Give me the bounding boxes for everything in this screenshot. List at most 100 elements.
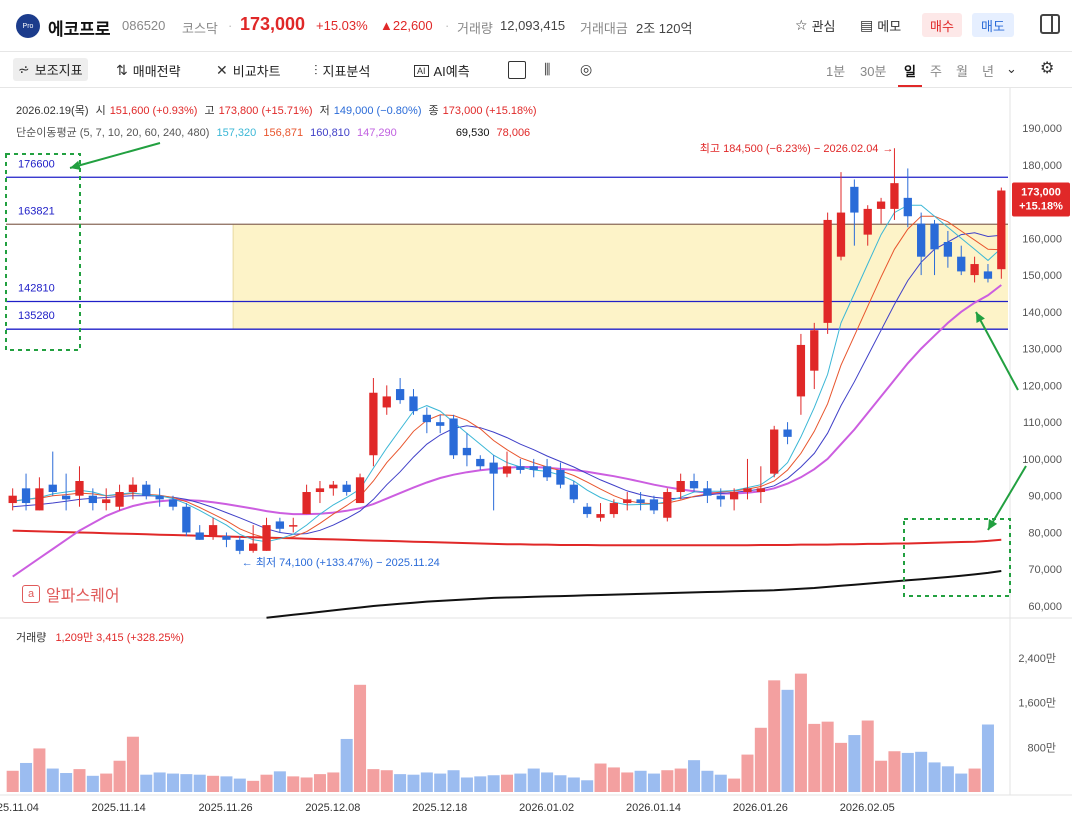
volume-bar [968,768,981,792]
price-tick-label: 110,000 [1023,417,1062,429]
price-tick-label: 190,000 [1022,123,1062,135]
volume-bar [554,775,567,792]
amount-label: 거래대금 [580,21,628,36]
close-value: 173,000 (+15.18%) [442,105,537,117]
period-month[interactable]: 월 [956,64,968,79]
ma480-line [266,570,1002,619]
square-tool-button[interactable] [508,61,526,79]
chevron-down-icon[interactable]: ⌄ [1006,61,1017,76]
volume-bar [73,769,86,792]
volume-bar [394,774,407,792]
volume-info-label: 거래량 [16,632,47,644]
indicator-button[interactable]: ⩫ 보조지표 [13,58,88,81]
candle-body [850,186,859,213]
candle-body [462,447,472,456]
company-logo: Pro [16,14,40,38]
volume-bar [928,762,941,792]
candle-body [35,488,44,511]
watch-button[interactable]: ☆ 관심 [795,16,835,35]
ohlc-info: 2026.02.19(목) 시 151,600 (+0.93%) 고 173,800… [16,102,541,118]
ai-button[interactable]: AI AI예측 [414,61,470,80]
annotation-arrow-left-head [70,160,81,170]
candle-body [208,525,218,537]
period-1min[interactable]: 1분 [826,64,846,79]
volume-bar [768,680,781,792]
close-label: 종 [428,105,439,117]
candle-body [716,495,725,500]
volume-label: 거래량 [457,21,493,36]
volume-bar [915,751,928,792]
analysis-icon: ⫶ [314,62,318,78]
period-30min[interactable]: 30분 [860,64,887,79]
ma10-line [12,232,1002,535]
candle-body [903,197,912,217]
volume-bar [460,777,473,792]
volume-info: 거래량 1,209만 3,415 (+328.25%) [16,629,184,645]
candle-body [21,488,31,504]
volume-value: 12,093,415 [500,18,566,33]
candle-type-button[interactable]: ⫼ [544,61,550,78]
candle-body [623,499,632,504]
screenshot-button[interactable]: ◎ [580,61,592,78]
volume-bar [474,776,487,792]
memo-button[interactable]: ▤ 메모 [860,16,901,35]
candle-body [943,241,953,257]
high-label: 고 [204,105,215,117]
candle-body [863,208,872,235]
price-tick-label: 160,000 [1022,233,1062,245]
candle-body [836,212,846,257]
side-panel-icon[interactable] [1040,14,1060,34]
volume-bar [113,760,126,792]
square-icon [508,61,526,79]
gear-icon[interactable]: ⚙ [1040,60,1055,77]
analysis-label: 지표분석 [322,64,371,79]
volume-bar [594,763,607,792]
compare-button[interactable]: ✕ 비교차트 [216,61,281,80]
buy-button[interactable]: 매수 [922,13,962,37]
volume-bar [741,754,754,792]
candle-body [609,503,619,515]
candle-body [890,183,899,209]
volume-bar [434,773,447,792]
candle-body [409,396,418,412]
separator-dot: · [228,18,233,33]
volume-tick-label: 2,400만 [1018,652,1056,665]
open-label: 시 [95,105,106,117]
sell-button[interactable]: 매도 [972,13,1014,37]
analysis-button[interactable]: ⫶ 지표분석 [314,61,370,80]
volume-bar [688,760,701,792]
volume-bar [233,778,246,792]
volume-bar [634,770,647,792]
volume-bar [541,772,554,792]
candle-body [275,521,285,529]
ai-icon: AI [414,64,429,77]
volume-bar [581,780,594,792]
volume-bar [287,776,300,792]
candle-body [529,466,538,470]
price-tick-label: 180,000 [1022,160,1062,172]
date-tick-label: 2025.11.04 [0,802,39,814]
ma20-value: 147,290 [356,127,397,139]
annotation-arrow-right-head [988,519,998,530]
volume-bar [420,772,433,792]
date-tick-label: 2026.01.26 [733,802,788,814]
period-week[interactable]: 주 [930,64,942,79]
candle-body [449,418,458,456]
period-day[interactable]: 일 [904,64,916,79]
candle-body [917,223,926,257]
indicator-icon: ⩫ [18,61,30,77]
price-tick-label: 100,000 [1022,454,1062,466]
memo-icon: ▤ [860,17,874,33]
ma-info: 단순이동평균 (5, 7, 10, 20, 60, 240, 480) 157,… [16,124,534,140]
date-tick-label: 2026.01.14 [626,802,681,814]
volume-bar [728,778,741,792]
candle-body [636,499,645,504]
volume-bar [861,720,874,792]
candle-body [823,219,832,323]
period-year[interactable]: 년 [982,64,994,79]
candle-body [289,525,298,527]
strategy-button[interactable]: ⇅ 매매전략 [116,61,181,80]
watermark: a 알파스퀘어 [22,582,120,606]
candle-body [489,462,498,474]
